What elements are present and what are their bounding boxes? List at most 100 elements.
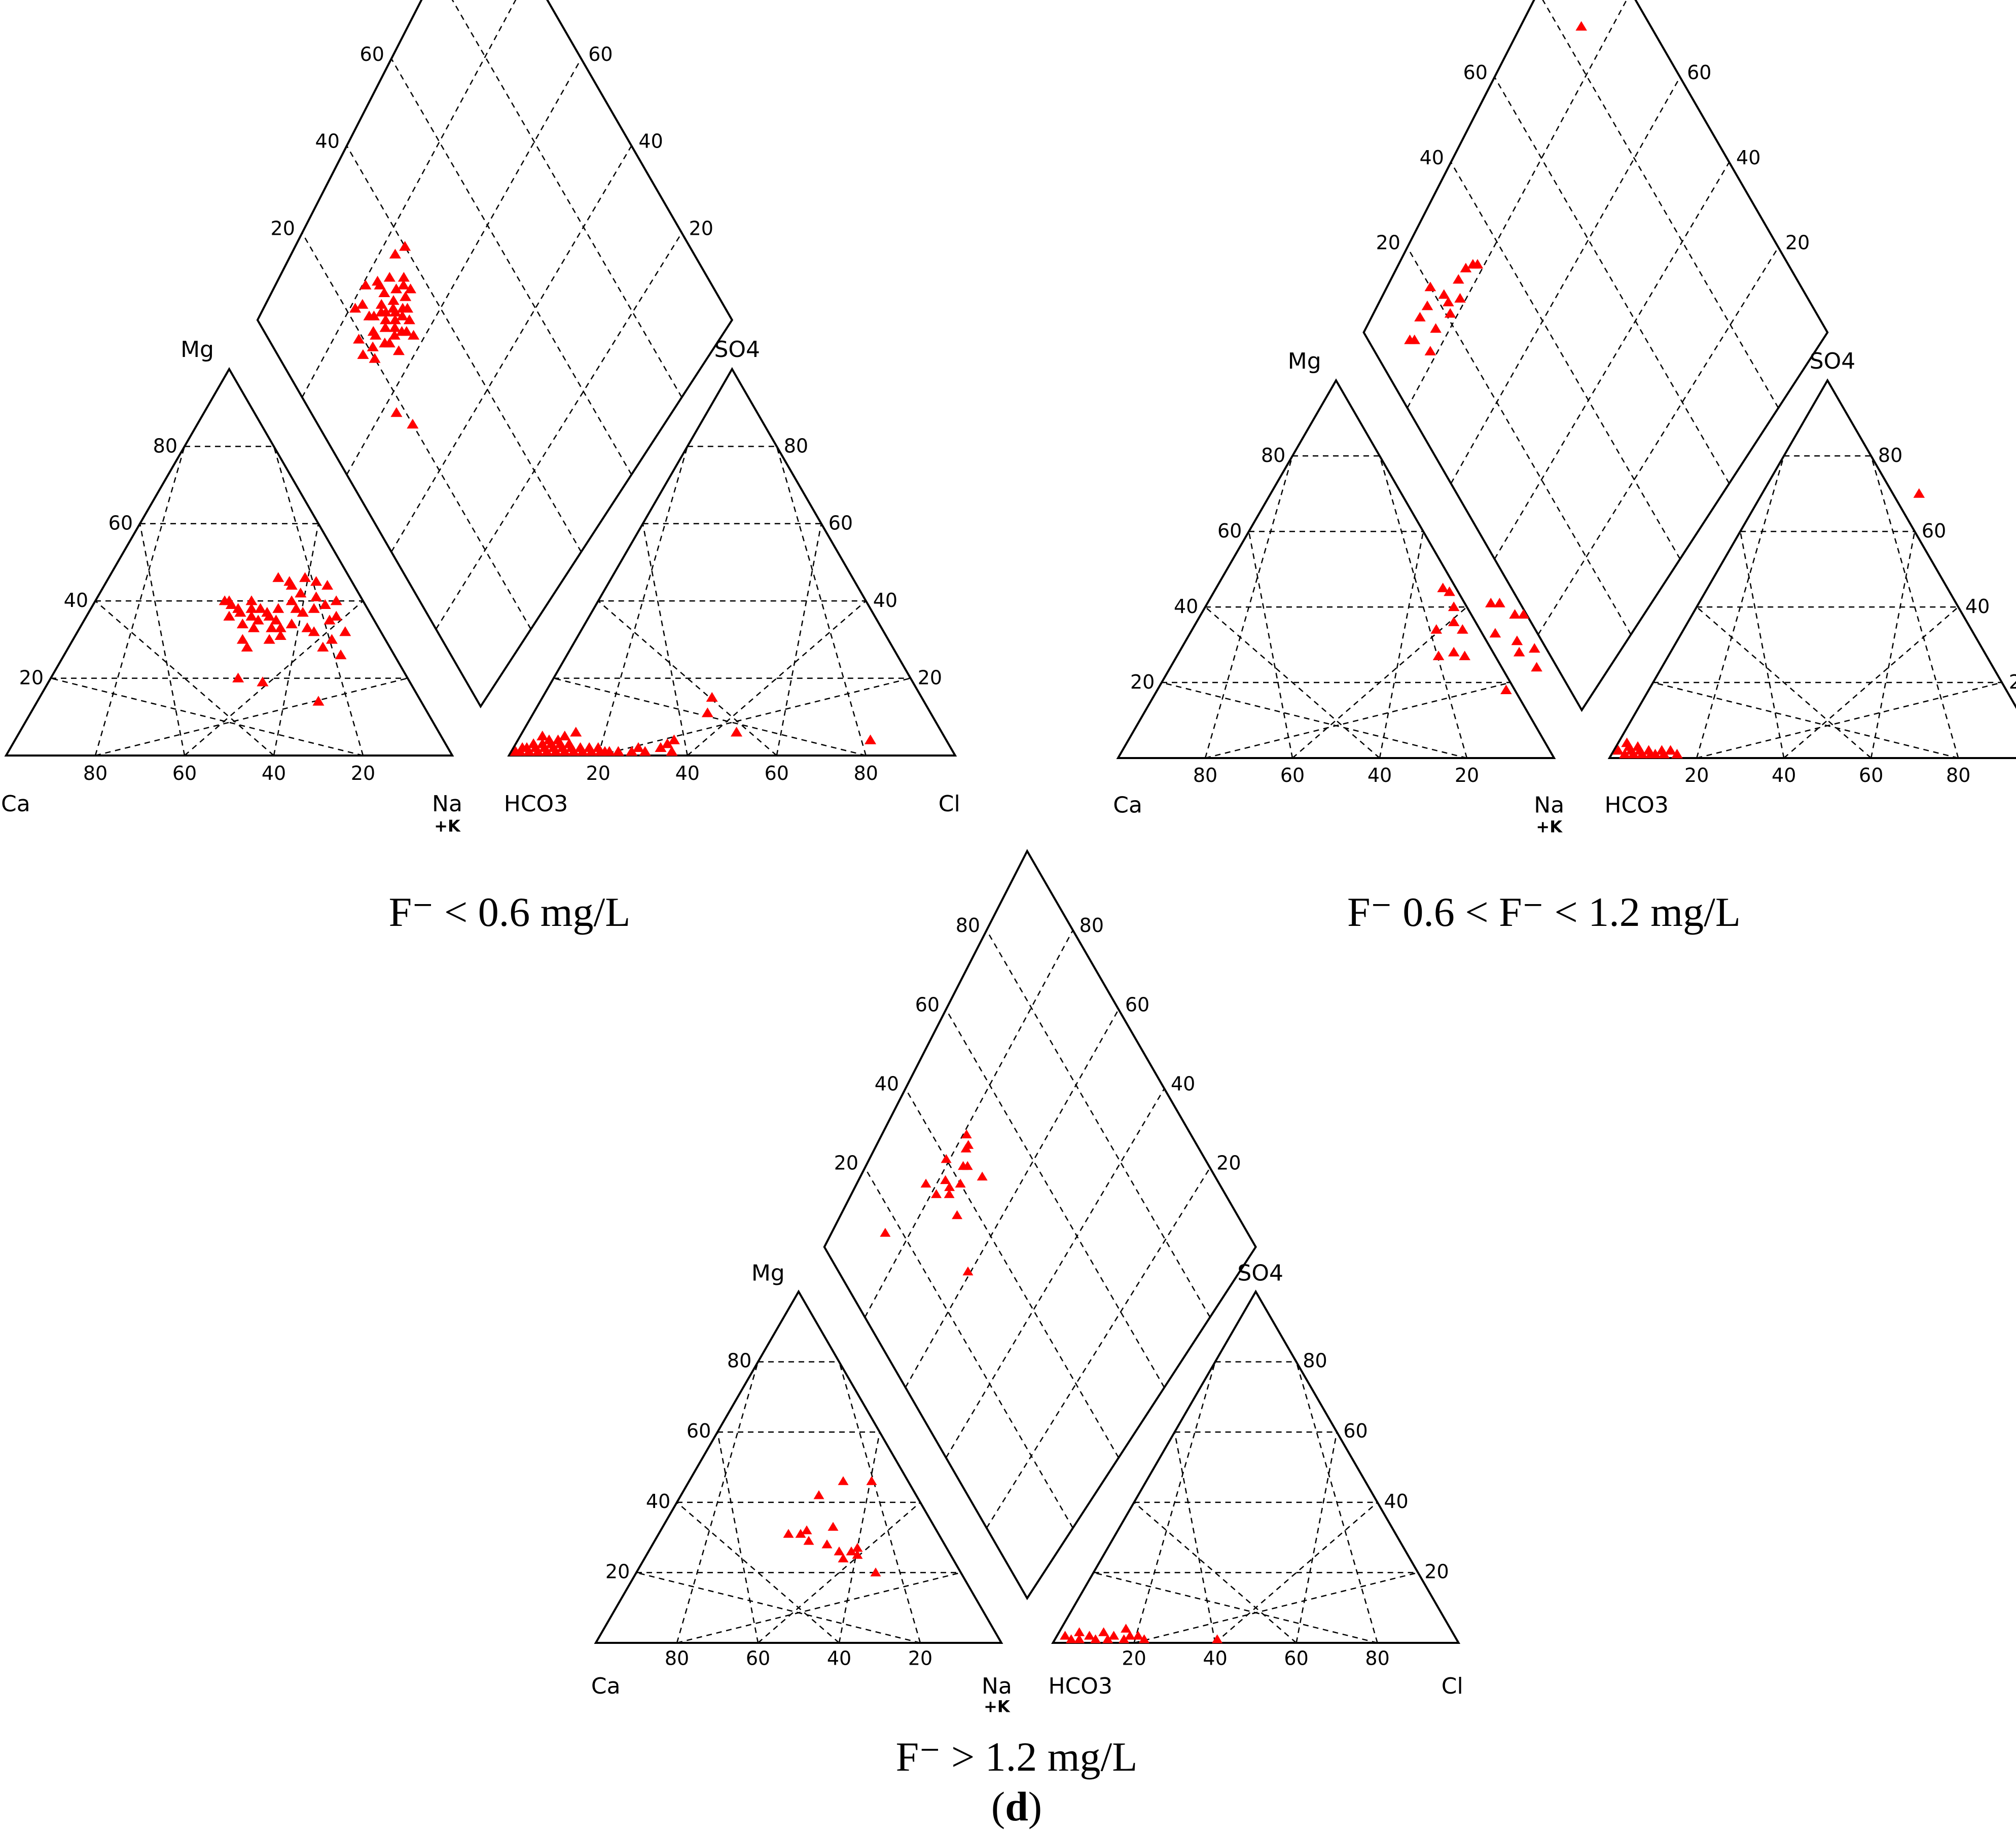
diamond-sample-point: [1471, 259, 1484, 269]
anion-sample-point: [1108, 1631, 1120, 1640]
cation-sample-point: [846, 1546, 857, 1556]
diamond-grid-line: [905, 1009, 1120, 1388]
tick-label: 20: [351, 762, 375, 784]
cation-sample-point: [821, 1539, 833, 1549]
anion-grid-line: [1214, 1501, 1378, 1643]
diamond-sample-point: [367, 341, 379, 351]
diamond-sample-point: [389, 306, 402, 317]
cation-sample-point: [236, 618, 248, 629]
tick-label: 60: [1343, 1420, 1367, 1442]
cation-sample-point: [308, 603, 320, 613]
diamond-sample-point: [952, 1210, 963, 1219]
cation-sample-point: [1459, 651, 1470, 660]
cation-sample-point: [330, 610, 342, 621]
na-k-axis-label: +K: [1536, 817, 1563, 837]
so4-axis-label: SO4: [1810, 348, 1856, 374]
cation-sample-point: [274, 622, 286, 632]
tick-label: 60: [360, 43, 384, 65]
cation-sample-point: [803, 1536, 814, 1545]
na-k-axis-label: +K: [984, 1697, 1011, 1716]
diamond-sample-point: [955, 1178, 966, 1188]
diamond-grid-line: [864, 1167, 1074, 1529]
ca-axis-label: Ca: [1113, 793, 1142, 818]
cation-sample-point: [310, 591, 322, 601]
diamond-grid-line: [1450, 162, 1681, 560]
diamond-sample-point: [880, 1228, 891, 1237]
anion-grid-line: [1295, 1361, 1378, 1643]
caption-high-fluoride: F⁻ > 1.2 mg/L: [896, 1734, 1138, 1780]
anion-grid-line: [1133, 1501, 1297, 1643]
diamond-grid-line: [986, 929, 1211, 1318]
anion-sample-point: [706, 692, 718, 702]
cation-grid-line: [139, 523, 186, 756]
anion-grid-line: [687, 600, 867, 756]
diamond-sample-point: [402, 303, 414, 313]
cation-sample-point: [236, 634, 248, 644]
diamond-sample-point: [392, 345, 405, 355]
so4-axis-label: SO4: [714, 337, 760, 363]
diamond-grid-line: [864, 929, 1074, 1318]
cation-sample-point: [319, 599, 331, 609]
tick-label: 60: [1217, 520, 1242, 542]
cation-sample-point: [852, 1542, 863, 1552]
cation-sample-point: [1509, 609, 1521, 619]
diamond-grid-line: [301, 232, 532, 630]
cation-sample-point: [219, 595, 231, 605]
cation-sample-point: [290, 603, 302, 613]
anion-grid-line: [597, 600, 777, 756]
cation-sample-point: [263, 610, 275, 621]
tick-label: 40: [873, 589, 897, 612]
cation-sample-point: [245, 595, 258, 605]
diamond-grid-line: [986, 1167, 1211, 1529]
cation-grid-line: [1205, 606, 1380, 759]
cation-grid-line: [676, 1501, 840, 1643]
tick-label: 40: [1736, 147, 1760, 169]
anion-sample-point: [626, 746, 638, 756]
tick-label: 60: [1280, 764, 1305, 786]
diamond-sample-point: [359, 279, 372, 290]
diamond-grid-line: [1494, 162, 1730, 560]
tick-label: 20: [19, 667, 44, 689]
diamond-sample-point: [1404, 334, 1416, 344]
cation-grid-line: [838, 1432, 881, 1643]
tick-label: 60: [1859, 764, 1883, 786]
cl-axis-label: Cl: [939, 791, 960, 817]
tick-label: 60: [1284, 1647, 1308, 1670]
anion-grid-line: [553, 677, 867, 757]
diamond-sample-point: [375, 299, 387, 309]
tick-label: 40: [1174, 595, 1198, 618]
diamond-sample-point: [389, 314, 401, 325]
diamond-sample-point: [1438, 289, 1450, 299]
diamond-sample-point: [1430, 323, 1442, 333]
cation-sample-point: [1444, 586, 1455, 596]
diamond-grid-line: [435, 232, 682, 630]
cation-sample-point: [272, 603, 284, 613]
anion-sample-point: [668, 734, 680, 744]
cation-sample-point: [301, 622, 313, 632]
tick-label: 20: [908, 1647, 932, 1670]
diamond-sample-point: [390, 407, 403, 417]
anion-sample-point: [536, 730, 549, 741]
anion-sample-point: [1098, 1627, 1109, 1636]
tick-label: 40: [875, 1073, 899, 1095]
diamond-sample-point: [408, 330, 420, 340]
diamond-sample-point: [369, 353, 381, 363]
tick-label: 60: [172, 762, 197, 784]
cation-triangle: [594, 1289, 1003, 1644]
anion-sample-point: [563, 738, 575, 748]
anion-sample-point: [661, 738, 673, 748]
diamond-sample-point: [398, 279, 410, 290]
cation-sample-point: [1513, 646, 1525, 657]
cation-sample-point: [339, 626, 351, 636]
tick-label: 80: [1946, 764, 1970, 786]
cation-sample-point: [335, 649, 347, 660]
anion-triangle: [1051, 1289, 1461, 1644]
cation-sample-point: [308, 626, 320, 636]
tick-label: 20: [1785, 232, 1810, 254]
cation-sample-point: [270, 615, 282, 625]
tick-label: 80: [1193, 764, 1217, 786]
tick-label: 40: [675, 762, 700, 784]
diamond-grid-line: [390, 145, 632, 553]
tick-label: 80: [1261, 444, 1285, 466]
tick-label: 60: [1125, 993, 1149, 1016]
